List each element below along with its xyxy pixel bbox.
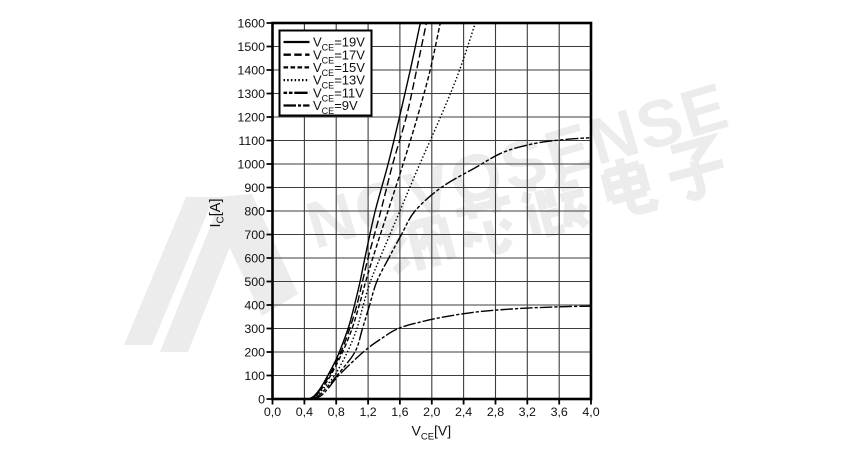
svg-text:1400: 1400 xyxy=(237,64,265,78)
svg-text:200: 200 xyxy=(244,346,265,360)
svg-text:4,0: 4,0 xyxy=(582,405,599,419)
svg-text:3,2: 3,2 xyxy=(519,405,536,419)
svg-text:500: 500 xyxy=(244,275,265,289)
svg-text:600: 600 xyxy=(244,252,265,266)
svg-text:2,4: 2,4 xyxy=(455,405,472,419)
svg-text:3,6: 3,6 xyxy=(551,405,568,419)
svg-text:VCE=17V: VCE=17V xyxy=(313,47,365,65)
svg-text:2,0: 2,0 xyxy=(423,405,440,419)
svg-text:300: 300 xyxy=(244,322,265,336)
svg-text:900: 900 xyxy=(244,181,265,195)
svg-text:400: 400 xyxy=(244,299,265,313)
svg-text:700: 700 xyxy=(244,228,265,242)
svg-text:VCE=13V: VCE=13V xyxy=(313,73,365,91)
svg-text:100: 100 xyxy=(244,369,265,383)
svg-text:1000: 1000 xyxy=(237,158,265,172)
svg-text:0,4: 0,4 xyxy=(296,405,313,419)
svg-text:1100: 1100 xyxy=(238,134,265,148)
svg-text:0,0: 0,0 xyxy=(264,405,281,419)
svg-text:1200: 1200 xyxy=(237,111,265,125)
svg-text:VCE=9V: VCE=9V xyxy=(313,98,358,116)
svg-text:0,8: 0,8 xyxy=(328,405,345,419)
svg-text:1300: 1300 xyxy=(237,87,265,101)
svg-text:1600: 1600 xyxy=(237,17,265,31)
svg-text:2,8: 2,8 xyxy=(487,405,504,419)
svg-text:800: 800 xyxy=(244,205,265,219)
svg-text:0: 0 xyxy=(258,393,265,407)
svg-text:1500: 1500 xyxy=(237,40,265,54)
svg-text:1,6: 1,6 xyxy=(391,405,408,419)
svg-text:1,2: 1,2 xyxy=(359,405,376,419)
